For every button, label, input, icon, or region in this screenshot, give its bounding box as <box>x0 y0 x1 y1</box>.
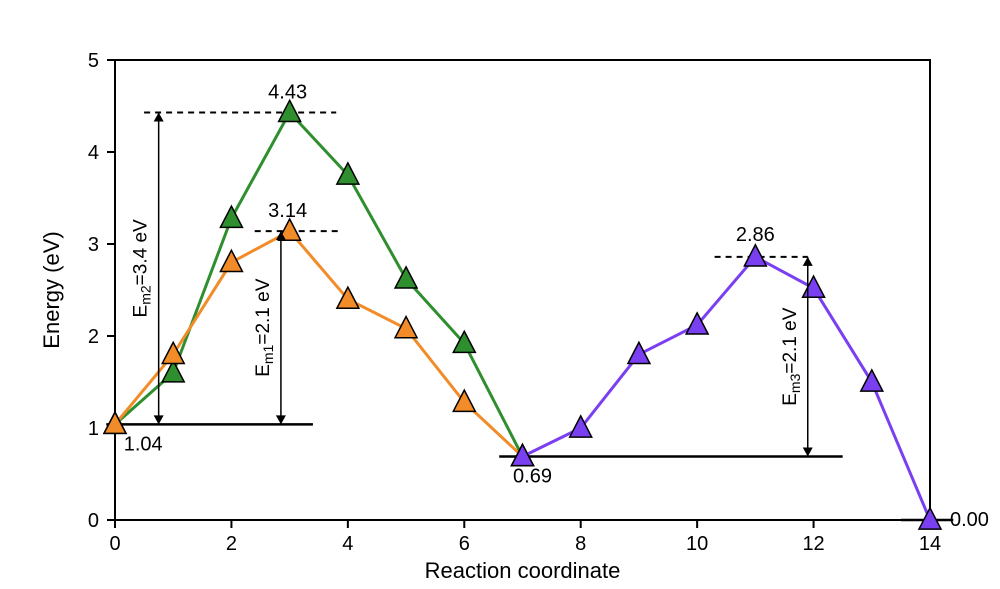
x-tick-label: 12 <box>802 533 824 555</box>
point-annotation-peak2: 4.43 <box>268 81 307 103</box>
point-annotation-start: 1.04 <box>124 433 163 455</box>
marker-path3-purple <box>744 245 766 266</box>
x-tick-label: 10 <box>686 533 708 555</box>
barrier-label-Em3: Em3=2.1 eV <box>780 307 803 405</box>
marker-path1-orange <box>395 317 417 338</box>
y-tick-label: 1 <box>88 418 99 440</box>
point-annotation-end: 0.00 <box>950 509 989 531</box>
point-annotation-valley: 0.69 <box>513 466 552 488</box>
y-tick-label: 4 <box>88 142 99 164</box>
y-tick-label: 5 <box>88 50 99 72</box>
barrier-label-Em2: Em2=3.4 eV <box>131 219 154 317</box>
x-tick-label: 4 <box>342 533 353 555</box>
x-tick-label: 2 <box>226 533 237 555</box>
x-tick-label: 14 <box>919 533 941 555</box>
energy-profile-chart: 02468101214012345Reaction coordinateEner… <box>0 0 1000 589</box>
point-annotation-peak3: 2.86 <box>736 224 775 246</box>
x-tick-label: 0 <box>109 533 120 555</box>
y-tick-label: 3 <box>88 234 99 256</box>
marker-path3-purple <box>919 508 941 529</box>
x-tick-label: 8 <box>575 533 586 555</box>
marker-path2-green <box>220 206 242 227</box>
marker-path3-purple <box>803 276 825 297</box>
marker-path3-purple <box>628 342 650 363</box>
x-axis-label: Reaction coordinate <box>425 558 621 583</box>
y-tick-label: 0 <box>88 510 99 532</box>
marker-path1-orange <box>220 250 242 271</box>
x-tick-label: 6 <box>459 533 470 555</box>
y-tick-label: 2 <box>88 326 99 348</box>
barrier-label-Em1: Em1=2.1 eV <box>253 278 276 376</box>
marker-path2-green <box>395 267 417 288</box>
marker-path2-green <box>279 100 301 121</box>
marker-path3-purple <box>861 370 883 391</box>
point-annotation-peak1: 3.14 <box>268 200 307 222</box>
y-axis-label: Energy (eV) <box>39 231 64 348</box>
